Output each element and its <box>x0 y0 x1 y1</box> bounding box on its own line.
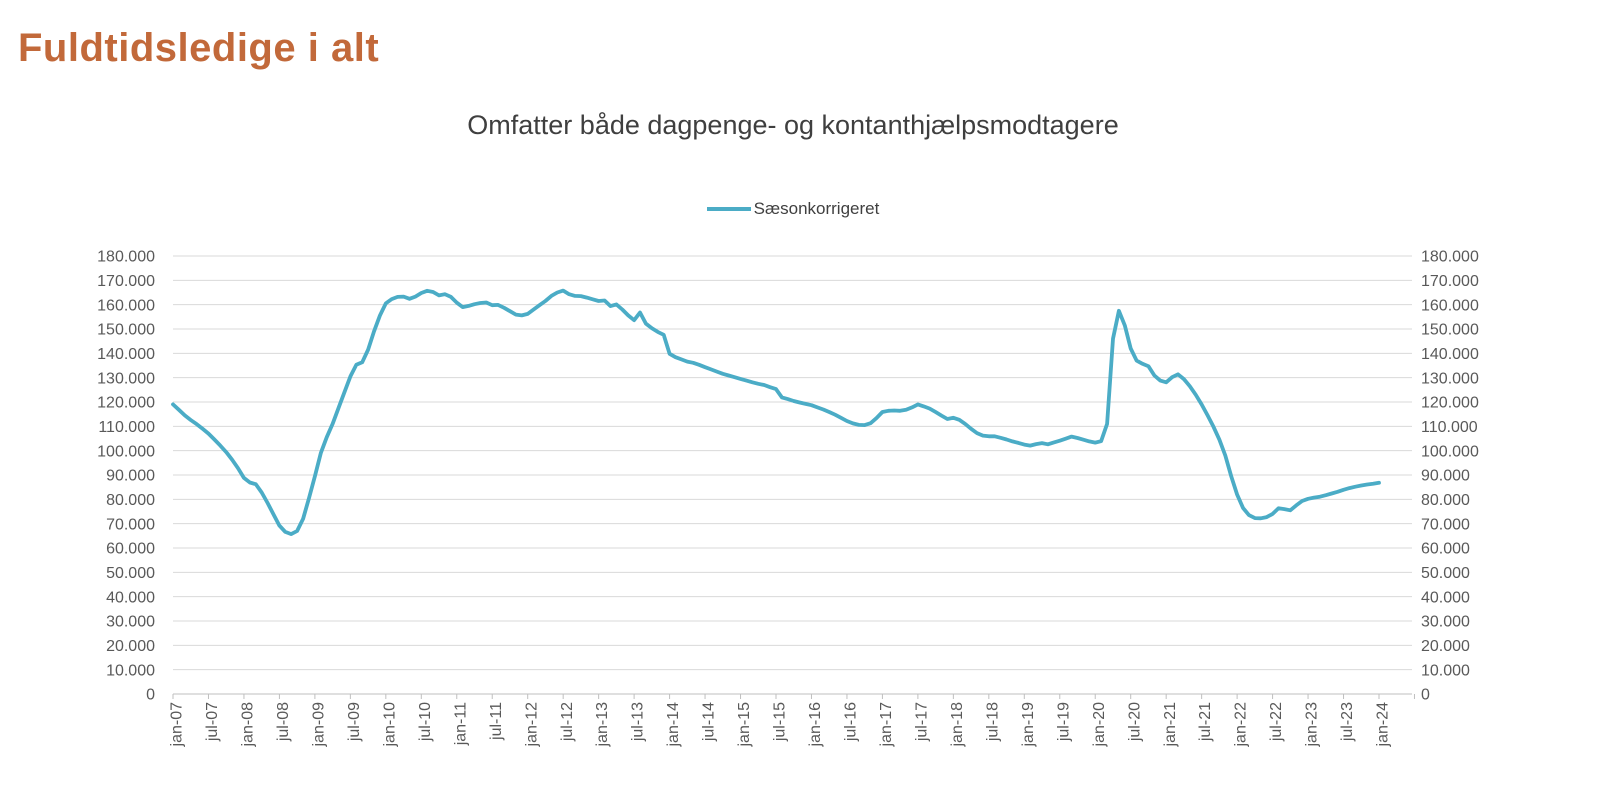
y-tick-label-left: 160.000 <box>97 297 155 314</box>
x-tick-label: jul-11 <box>488 702 505 741</box>
y-tick-label-right: 50.000 <box>1421 565 1470 582</box>
x-tick-label: jul-13 <box>630 702 647 742</box>
x-tick-label: jan-07 <box>169 702 186 748</box>
y-tick-label-left: 20.000 <box>106 638 155 655</box>
x-tick-label: jul-09 <box>346 702 363 742</box>
x-tick-label: jan-24 <box>1375 702 1392 748</box>
x-tick-label: jul-17 <box>913 702 930 742</box>
series-line <box>171 288 1381 536</box>
x-tick-label: jul-18 <box>984 702 1001 742</box>
y-tick-label-left: 180.000 <box>97 249 155 266</box>
x-tick-label: jul-15 <box>772 702 789 742</box>
y-tick-label-right: 150.000 <box>1421 322 1479 339</box>
y-tick-label-right: 20.000 <box>1421 638 1470 655</box>
x-tick-label: jan-13 <box>594 702 611 748</box>
x-tick-label: jul-12 <box>559 702 576 742</box>
y-tick-label-left: 50.000 <box>106 565 155 582</box>
y-tick-label-right: 10.000 <box>1421 662 1470 679</box>
page-title: Fuldtidsledige i alt <box>18 26 380 70</box>
y-tick-label-right: 40.000 <box>1421 589 1470 606</box>
y-tick-label-right: 0 <box>1421 687 1430 704</box>
y-tick-label-right: 100.000 <box>1421 443 1479 460</box>
x-tick-label: jan-14 <box>665 702 682 748</box>
x-tick-label: jan-19 <box>1020 702 1037 748</box>
y-tick-label-right: 110.000 <box>1421 419 1478 436</box>
x-tick-label: jan-15 <box>736 702 753 748</box>
x-tick-label: jan-18 <box>949 702 966 748</box>
y-tick-label-left: 150.000 <box>97 322 155 339</box>
legend[interactable]: Sæsonkorrigeret <box>173 196 1413 222</box>
y-tick-label-left: 60.000 <box>106 541 155 558</box>
y-tick-label-right: 140.000 <box>1421 346 1479 363</box>
y-tick-label-right: 130.000 <box>1421 370 1479 387</box>
x-tick-label: jul-19 <box>1055 702 1072 742</box>
y-tick-label-right: 60.000 <box>1421 541 1470 558</box>
y-tick-label-right: 90.000 <box>1421 468 1470 485</box>
y-tick-label-left: 140.000 <box>97 346 155 363</box>
x-tick-label: jul-16 <box>843 702 860 742</box>
x-tick-label: jul-23 <box>1339 702 1356 742</box>
y-tick-label-left: 90.000 <box>106 468 155 485</box>
x-tick-label: jul-08 <box>275 702 292 742</box>
y-tick-label-right: 70.000 <box>1421 516 1470 533</box>
y-tick-label-right: 80.000 <box>1421 492 1470 509</box>
x-tick-label: jan-16 <box>807 702 824 748</box>
x-tick-label: jul-07 <box>204 702 221 742</box>
x-tick-label: jan-20 <box>1091 702 1108 748</box>
x-tick-label: jul-14 <box>701 702 718 742</box>
y-tick-label-right: 30.000 <box>1421 614 1470 631</box>
x-tick-label: jan-23 <box>1304 702 1321 748</box>
y-tick-label-left: 30.000 <box>106 614 155 631</box>
x-tick-label: jul-10 <box>417 702 434 742</box>
x-tick-label: jan-10 <box>381 702 398 748</box>
x-tick-label: jan-09 <box>310 702 327 748</box>
x-tick-label: jan-12 <box>523 702 540 748</box>
y-tick-label-left: 110.000 <box>98 419 155 436</box>
x-tick-label: jul-22 <box>1268 702 1285 742</box>
x-tick-label: jan-11 <box>452 702 469 746</box>
x-tick-label: jan-21 <box>1162 702 1179 748</box>
y-tick-label-right: 160.000 <box>1421 297 1479 314</box>
legend-label: Sæsonkorrigeret <box>753 199 880 218</box>
y-tick-label-left: 100.000 <box>97 443 155 460</box>
y-tick-label-left: 170.000 <box>97 273 155 290</box>
y-tick-label-left: 10.000 <box>106 662 155 679</box>
x-tick-label: jul-21 <box>1197 702 1214 742</box>
x-tick-label: jul-20 <box>1126 702 1143 742</box>
y-tick-label-left: 120.000 <box>97 395 155 412</box>
y-tick-label-left: 0 <box>146 687 155 704</box>
y-tick-label-left: 80.000 <box>106 492 155 509</box>
chart-title: Omfatter både dagpenge- og kontanthjælps… <box>467 110 1119 140</box>
y-tick-label-right: 120.000 <box>1421 395 1479 412</box>
y-tick-label-left: 130.000 <box>97 370 155 387</box>
y-tick-label-right: 170.000 <box>1421 273 1479 290</box>
legend-line-swatch <box>706 207 751 211</box>
y-tick-label-left: 70.000 <box>106 516 155 533</box>
x-tick-label: jan-08 <box>240 702 257 748</box>
x-tick-label: jan-17 <box>878 702 895 748</box>
y-tick-label-left: 40.000 <box>106 589 155 606</box>
x-tick-label: jan-22 <box>1233 702 1250 748</box>
y-tick-label-right: 180.000 <box>1421 249 1479 266</box>
